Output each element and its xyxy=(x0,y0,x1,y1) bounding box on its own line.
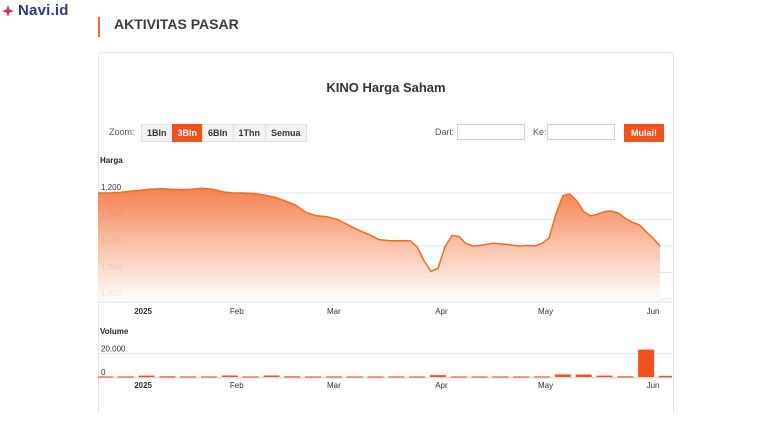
volume-bar xyxy=(638,349,655,377)
volume-bar xyxy=(450,376,467,378)
volume-tick-label: 0 xyxy=(101,368,106,377)
volume-bar xyxy=(575,374,592,377)
volume-bar xyxy=(513,376,530,378)
volume-x-tick-label: Mar xyxy=(327,381,341,390)
volume-bar xyxy=(263,375,280,377)
volume-x-tick-label: Apr xyxy=(435,381,448,390)
volume-bar xyxy=(284,376,301,378)
volume-x-tick-label: 2025 xyxy=(134,381,152,390)
to-date-label: Ke: xyxy=(533,127,547,137)
volume-bar xyxy=(98,376,113,378)
volume-bar xyxy=(492,376,509,378)
volume-bar xyxy=(201,376,218,378)
price-axis-title: Harga xyxy=(100,156,123,165)
volume-bar xyxy=(180,376,197,378)
volume-bar xyxy=(367,376,384,378)
volume-bar xyxy=(346,376,363,378)
volume-x-tick-label: Jun xyxy=(647,381,660,390)
chart-title: KINO Harga Saham xyxy=(326,80,446,95)
volume-bar xyxy=(159,376,176,378)
zoom-button-group: 1Bln 3Bln 6Bln 1Thn Semua xyxy=(141,124,307,142)
zoom-1thn-button[interactable]: 1Thn xyxy=(232,124,267,142)
price-x-tick-label: Feb xyxy=(230,307,244,316)
volume-bar xyxy=(305,376,322,378)
volume-bar xyxy=(658,375,672,378)
price-chart[interactable]: 1.2001.1501.1001.0501.0002025FebMarAprMa… xyxy=(98,165,672,320)
volume-bar xyxy=(471,376,488,378)
volume-bar xyxy=(117,376,134,378)
volume-bar xyxy=(138,375,155,378)
volume-bar xyxy=(409,376,426,378)
price-line xyxy=(98,187,661,273)
section-title: AKTIVITAS PASAR xyxy=(114,16,239,32)
volume-x-tick-label: Feb xyxy=(230,381,244,390)
zoom-1bln-button[interactable]: 1Bln xyxy=(141,124,173,142)
price-x-tick-label: Mar xyxy=(327,307,341,316)
volume-axis-title: Volume xyxy=(100,327,129,336)
volume-bar xyxy=(554,374,571,377)
volume-tick-label: 20.000 xyxy=(101,345,126,354)
start-button[interactable]: Mulai! xyxy=(624,124,664,142)
zoom-semua-button[interactable]: Semua xyxy=(265,124,307,142)
brand-logo[interactable]: Navi.id xyxy=(2,2,69,19)
volume-bar xyxy=(242,376,259,378)
price-x-tick-label: May xyxy=(538,307,553,316)
volume-chart[interactable]: 20.000 0 2025 Feb Mar Apr May Jun xyxy=(98,338,672,393)
zoom-label: Zoom: xyxy=(109,127,135,137)
volume-bar xyxy=(617,376,634,378)
volume-bar xyxy=(596,375,613,378)
zoom-6bln-button[interactable]: 6Bln xyxy=(202,124,234,142)
volume-bar xyxy=(534,376,551,378)
volume-bar xyxy=(221,375,238,377)
volume-bar xyxy=(388,376,405,378)
price-x-tick-label: Apr xyxy=(435,307,448,316)
volume-x-tick-label: May xyxy=(538,381,553,390)
from-date-label: Dari: xyxy=(435,127,455,137)
volume-bar xyxy=(325,376,342,378)
section-accent-bar xyxy=(98,17,100,37)
price-tick-label: 1.200 xyxy=(101,183,122,192)
sparkle-icon xyxy=(2,4,14,17)
volume-bar xyxy=(429,375,446,377)
price-area xyxy=(98,188,660,302)
brand-name: Navi.id xyxy=(18,2,69,19)
price-x-tick-label: 2025 xyxy=(134,307,152,316)
price-x-tick-label: Jun xyxy=(647,307,660,316)
zoom-3bln-button[interactable]: 3Bln xyxy=(171,124,204,142)
from-date-input[interactable] xyxy=(457,124,525,140)
to-date-input[interactable] xyxy=(547,124,615,140)
